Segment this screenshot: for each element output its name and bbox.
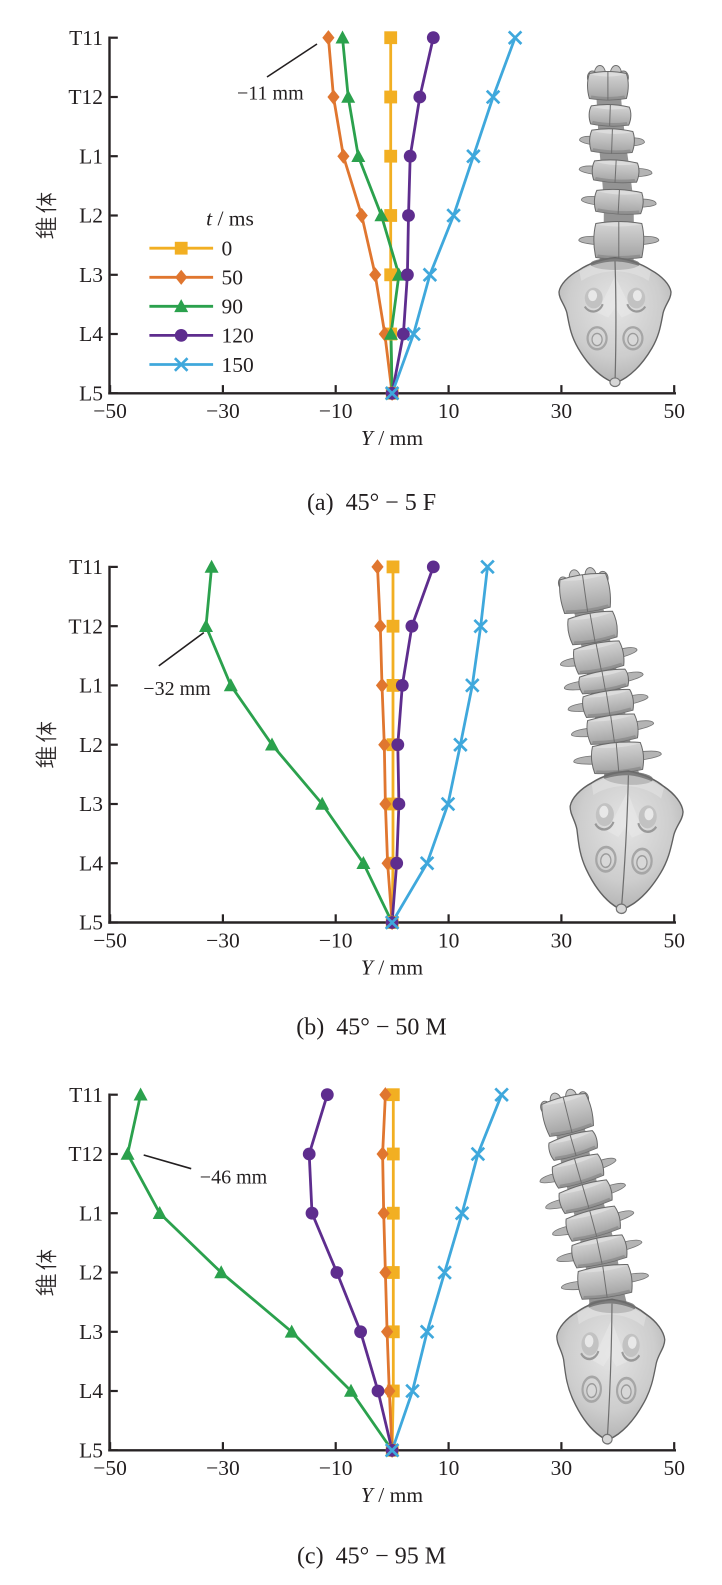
svg-text:T11: T11	[69, 26, 103, 50]
svg-text:10: 10	[438, 928, 460, 952]
svg-text:L3: L3	[79, 263, 103, 287]
svg-text:T11: T11	[69, 555, 103, 579]
svg-text:−10: −10	[319, 928, 353, 952]
svg-text:L1: L1	[79, 1201, 103, 1225]
svg-text:−10: −10	[319, 399, 353, 423]
svg-text:30: 30	[551, 1456, 573, 1480]
svg-text:120: 120	[222, 324, 254, 348]
svg-text:L1: L1	[79, 674, 103, 698]
svg-text:50: 50	[663, 1456, 685, 1480]
svg-text:−11 mm: −11 mm	[237, 83, 304, 105]
svg-text:−30: −30	[206, 399, 240, 423]
svg-text:−50: −50	[93, 399, 127, 423]
svg-text:(b) 45° − 50 M: (b) 45° − 50 M	[296, 1014, 446, 1040]
svg-text:(c) 45° − 95 M: (c) 45° − 95 M	[297, 1544, 446, 1570]
svg-text:L3: L3	[79, 1320, 103, 1344]
svg-text:0: 0	[222, 237, 233, 261]
svg-text:Y / mm: Y / mm	[361, 955, 423, 979]
svg-text:L5: L5	[79, 382, 103, 406]
svg-text:90: 90	[222, 295, 244, 319]
svg-text:50: 50	[663, 399, 685, 423]
svg-text:30: 30	[551, 399, 573, 423]
svg-text:10: 10	[438, 399, 460, 423]
svg-text:(a) 45° − 5 F: (a) 45° − 5 F	[307, 490, 436, 516]
svg-text:L2: L2	[79, 1261, 103, 1285]
svg-text:Y / mm: Y / mm	[361, 426, 423, 450]
svg-text:T12: T12	[68, 614, 103, 638]
svg-text:−50: −50	[93, 928, 127, 952]
svg-text:L5: L5	[79, 911, 103, 935]
svg-text:T11: T11	[69, 1083, 103, 1107]
svg-text:−50: −50	[93, 1456, 127, 1480]
svg-text:−32 mm: −32 mm	[143, 678, 211, 700]
svg-text:L2: L2	[79, 733, 103, 757]
svg-text:−10: −10	[319, 1456, 353, 1480]
svg-text:−30: −30	[206, 928, 240, 952]
svg-text:30: 30	[551, 928, 573, 952]
svg-text:L5: L5	[79, 1439, 103, 1463]
svg-text:−46 mm: −46 mm	[200, 1167, 268, 1189]
svg-text:t / ms: t / ms	[206, 207, 254, 231]
svg-text:L4: L4	[79, 851, 103, 875]
svg-text:L3: L3	[79, 792, 103, 816]
svg-text:L2: L2	[79, 204, 103, 228]
svg-text:50: 50	[663, 928, 685, 952]
svg-text:−30: −30	[206, 1456, 240, 1480]
svg-text:T12: T12	[68, 1142, 103, 1166]
svg-text:10: 10	[438, 1456, 460, 1480]
svg-text:Y / mm: Y / mm	[361, 1483, 423, 1507]
svg-text:L1: L1	[79, 144, 103, 168]
svg-text:50: 50	[222, 266, 244, 290]
svg-text:L4: L4	[79, 1379, 103, 1403]
svg-text:T12: T12	[68, 85, 103, 109]
svg-text:L4: L4	[79, 322, 103, 346]
svg-text:150: 150	[222, 353, 254, 377]
